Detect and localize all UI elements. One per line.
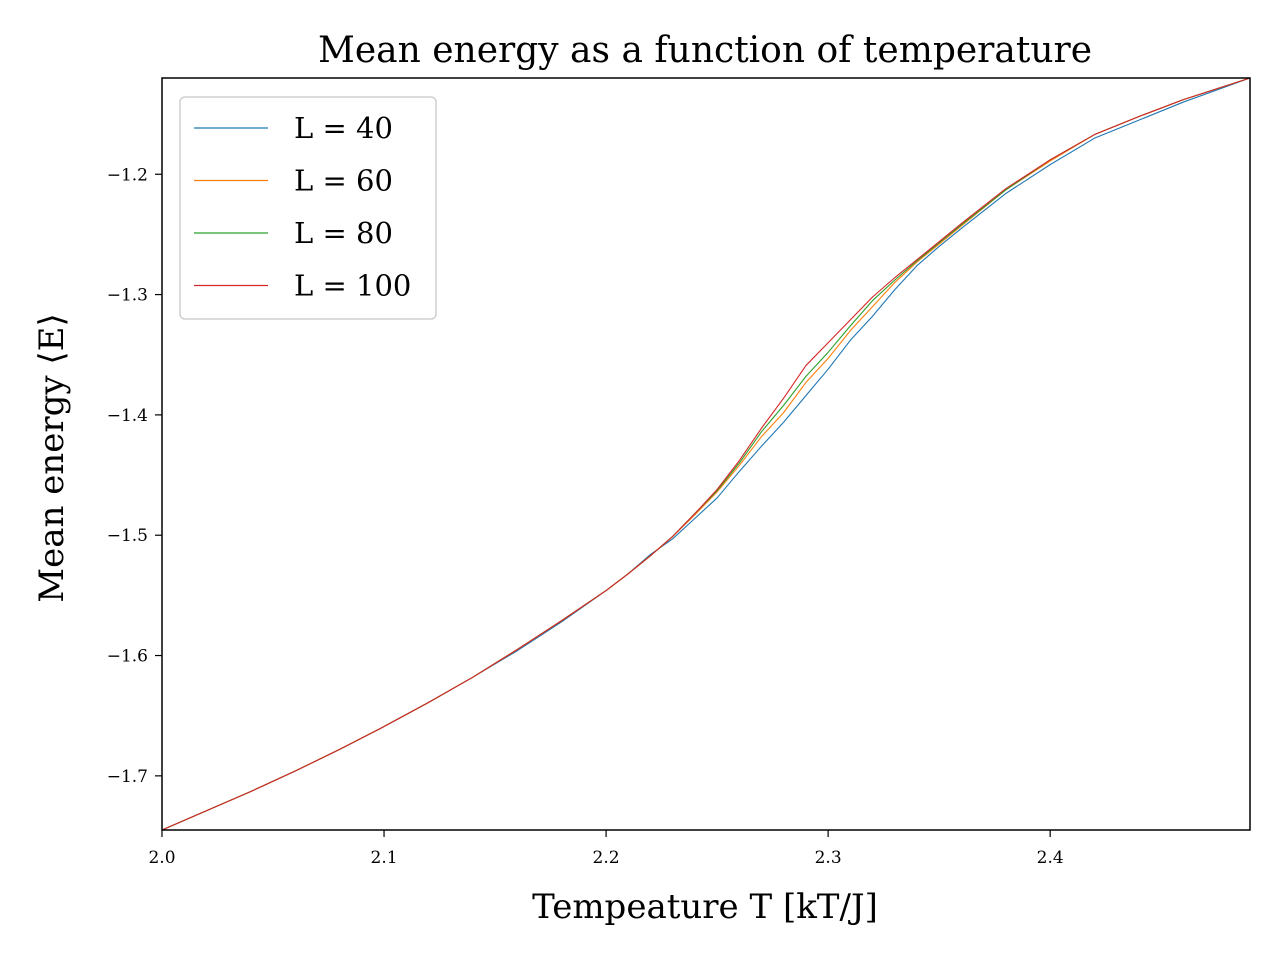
x-axis-title: Tempeature T [kT/J] (532, 887, 878, 927)
legend-label-3: L = 80 (294, 216, 393, 250)
y-tick-label: −1.5 (107, 526, 148, 546)
x-tick-label: 2.3 (815, 848, 842, 868)
series-line-4 (161, 77, 1251, 831)
x-tick-label: 2.0 (148, 848, 175, 868)
plot-area (161, 77, 1251, 831)
legend-label-4: L = 100 (294, 269, 411, 303)
y-axis: −1.2 −1.3 −1.4 −1.5 −1.6 −1.7 (107, 165, 162, 787)
x-tick-label: 2.4 (1037, 848, 1064, 868)
y-tick-label: −1.2 (107, 165, 148, 185)
y-tick-label: −1.6 (107, 647, 148, 667)
legend-label-2: L = 60 (294, 164, 393, 198)
chart-title: Mean energy as a function of temperature (318, 30, 1092, 71)
x-tick-label: 2.1 (371, 848, 398, 868)
x-axis: 2.0 2.1 2.2 2.3 2.4 (148, 830, 1064, 868)
y-tick-label: −1.3 (107, 286, 148, 306)
plot-frame (161, 77, 1251, 831)
legend-label-1: L = 40 (294, 111, 393, 145)
legend: L = 40 L = 60 L = 80 L = 100 (179, 96, 437, 320)
y-axis-title: Mean energy ⟨E⟩ (32, 313, 72, 602)
y-tick-label: −1.4 (107, 406, 148, 426)
x-tick-label: 2.2 (593, 848, 620, 868)
y-tick-label: −1.7 (107, 767, 148, 787)
legend-box (179, 96, 437, 320)
